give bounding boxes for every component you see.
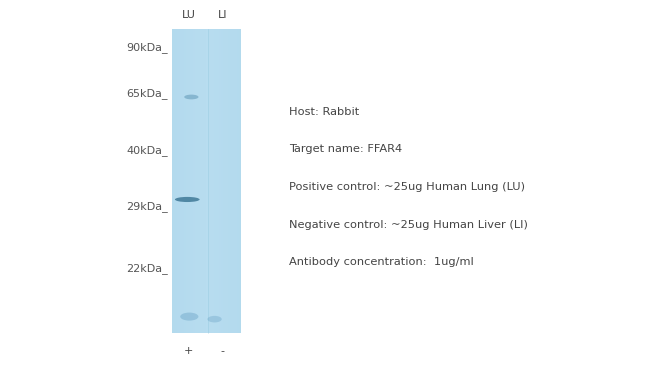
Bar — [194, 29, 195, 333]
Bar — [203, 29, 204, 333]
Bar — [234, 29, 235, 333]
Bar — [226, 29, 227, 333]
Bar — [187, 29, 188, 333]
Bar — [189, 29, 190, 333]
Bar — [236, 29, 237, 333]
Ellipse shape — [207, 316, 222, 322]
Bar — [201, 29, 202, 333]
Bar — [204, 29, 205, 333]
Text: 65kDa_: 65kDa_ — [126, 88, 168, 99]
Text: -: - — [221, 346, 225, 356]
Bar — [231, 29, 233, 333]
Text: 29kDa_: 29kDa_ — [126, 201, 168, 212]
Text: LU: LU — [182, 10, 196, 20]
Bar — [179, 29, 180, 333]
Bar — [188, 29, 189, 333]
Bar — [218, 29, 219, 333]
Bar — [202, 29, 203, 333]
Bar — [222, 29, 224, 333]
Ellipse shape — [180, 313, 198, 321]
Bar — [190, 29, 192, 333]
Ellipse shape — [184, 94, 198, 100]
Bar — [209, 29, 210, 333]
Text: Host: Rabbit: Host: Rabbit — [289, 107, 359, 117]
Bar — [221, 29, 222, 333]
Bar — [213, 29, 215, 333]
Bar — [185, 29, 186, 333]
Bar — [230, 29, 231, 333]
Text: 90kDa_: 90kDa_ — [126, 42, 168, 53]
Bar — [220, 29, 221, 333]
Bar — [228, 29, 229, 333]
Text: +: + — [184, 346, 193, 356]
Bar — [207, 29, 209, 333]
Bar — [186, 29, 187, 333]
Bar — [181, 29, 183, 333]
Bar — [229, 29, 230, 333]
Text: LI: LI — [218, 10, 227, 20]
Bar — [176, 29, 177, 333]
Text: 40kDa_: 40kDa_ — [126, 145, 168, 156]
Bar — [219, 29, 220, 333]
Bar — [238, 29, 239, 333]
Bar — [200, 29, 201, 333]
Bar — [239, 29, 240, 333]
Text: Positive control: ~25ug Human Lung (LU): Positive control: ~25ug Human Lung (LU) — [289, 182, 525, 192]
Bar — [178, 29, 179, 333]
Bar — [177, 29, 178, 333]
Bar — [211, 29, 212, 333]
Text: 22kDa_: 22kDa_ — [126, 264, 168, 274]
Ellipse shape — [175, 197, 200, 202]
Bar — [233, 29, 234, 333]
Bar — [235, 29, 236, 333]
Bar — [180, 29, 181, 333]
Bar — [214, 29, 216, 333]
Bar — [198, 29, 200, 333]
Bar — [184, 29, 185, 333]
Bar — [172, 29, 174, 333]
Bar — [224, 29, 225, 333]
Bar — [216, 29, 218, 333]
Bar — [212, 29, 213, 333]
Bar — [195, 29, 196, 333]
Bar — [205, 29, 207, 333]
Bar — [196, 29, 198, 333]
Bar — [237, 29, 238, 333]
Bar — [225, 29, 226, 333]
Bar — [174, 29, 176, 333]
Bar — [227, 29, 228, 333]
Bar — [172, 29, 240, 333]
Text: Target name: FFAR4: Target name: FFAR4 — [289, 144, 402, 154]
Text: Antibody concentration:  1ug/ml: Antibody concentration: 1ug/ml — [289, 257, 474, 268]
Bar — [192, 29, 194, 333]
Text: Negative control: ~25ug Human Liver (LI): Negative control: ~25ug Human Liver (LI) — [289, 220, 528, 230]
Bar — [210, 29, 211, 333]
